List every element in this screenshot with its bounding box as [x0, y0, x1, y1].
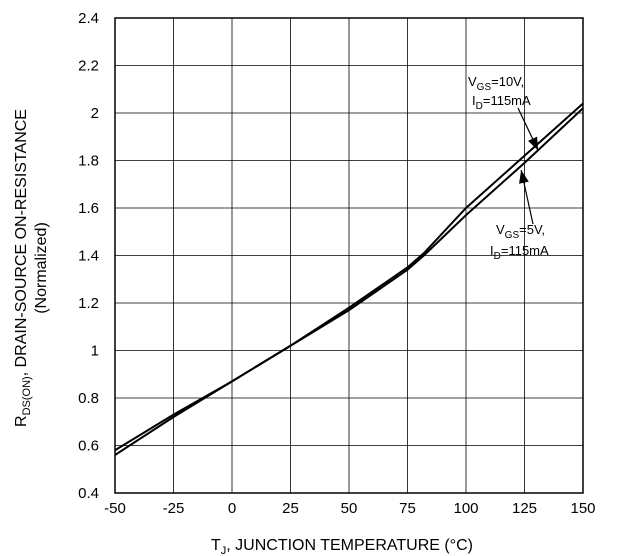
x-tick-label: -50: [104, 500, 126, 517]
x-tick-label: 100: [453, 500, 478, 517]
y-tick-label: 2.2: [78, 58, 99, 75]
x-tick-label: 150: [570, 500, 595, 517]
series-group: [114, 102, 584, 456]
y-tick-label: 2.4: [78, 10, 99, 27]
y-tick-labels: 0.4 0.6 0.8 1 1.2 1.4 1.6 1.8 2 2.2 2.4: [78, 10, 99, 502]
annotation-vgs5-line2: ID=115mA: [490, 243, 549, 262]
x-tick-label: -25: [163, 500, 185, 517]
x-tick-label: 25: [282, 500, 299, 517]
plot-frame: [114, 17, 584, 494]
y-axis-label-normalized: (Normalized): [33, 222, 50, 314]
x-tick-label: 75: [399, 500, 416, 517]
y-tick-label: 1.4: [78, 248, 99, 265]
x-tick-label: 125: [512, 500, 537, 517]
x-tick-labels: -50 -25 0 25 50 75 100 125 150: [104, 500, 595, 517]
x-axis-label: TJ, JUNCTION TEMPERATURE (°C): [211, 537, 473, 556]
series-line-1: [114, 102, 584, 456]
annotation-vgs5-line1: VGS=5V,: [496, 222, 545, 241]
annotation-vgs10-line1: VGS=10V,: [468, 74, 524, 93]
y-tick-label: 1.8: [78, 153, 99, 170]
y-tick-label: 1.2: [78, 295, 99, 312]
y-axis-label: RDS(ON), DRAIN-SOURCE ON-RESISTANCE: [13, 109, 33, 427]
y-tick-label: 1: [91, 343, 99, 360]
annotation-arrowhead-vgs5: [519, 170, 529, 184]
series-line-2: [114, 107, 584, 452]
grid: [114, 17, 584, 494]
y-tick-label: 1.6: [78, 200, 99, 217]
y-tick-label: 0.4: [78, 485, 99, 502]
annotation-vgs10-line2: ID=115mA: [472, 93, 531, 112]
x-tick-label: 0: [228, 500, 236, 517]
y-tick-label: 0.6: [78, 438, 99, 455]
y-tick-label: 0.8: [78, 390, 99, 407]
x-tick-label: 50: [341, 500, 358, 517]
annotation-arrowhead-vgs10: [528, 136, 539, 151]
y-tick-label: 2: [91, 105, 99, 122]
